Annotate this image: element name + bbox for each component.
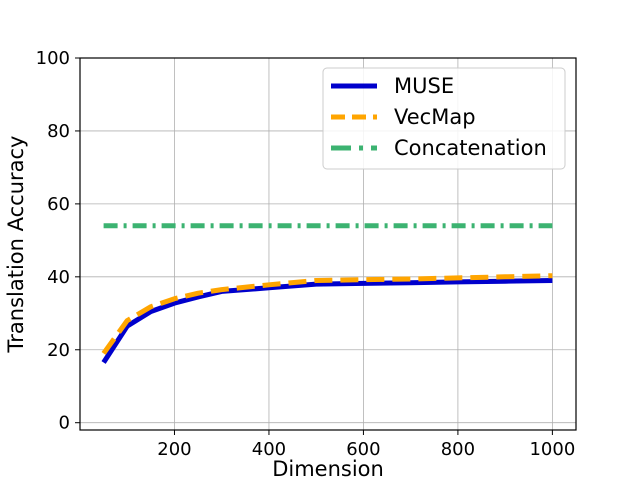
legend-label-concatenation: Concatenation [394, 136, 547, 160]
legend-box [322, 67, 566, 170]
x-tick-label: 600 [346, 439, 380, 460]
plot-frame [79, 57, 577, 431]
y-tick-label: 80 [47, 121, 70, 142]
y-tick-label: 0 [59, 413, 70, 434]
x-axis-label: Dimension [272, 457, 384, 480]
legend: MUSE VecMap Concatenation [322, 67, 566, 170]
y-tick-label: 60 [47, 194, 70, 215]
series-line-vecmap [101, 273, 553, 355]
y-axis-label: Translation Accuracy [4, 136, 28, 354]
series-line-muse [101, 278, 553, 364]
series-lines [101, 223, 553, 364]
legend-label-muse: MUSE [394, 74, 454, 98]
y-tick-label: 100 [36, 48, 70, 69]
x-tick-label: 800 [441, 439, 475, 460]
legend-label-vecmap: VecMap [394, 105, 476, 129]
y-tick-label: 40 [47, 267, 70, 288]
y-tick-label: 20 [47, 340, 70, 361]
x-tick-label: 1000 [529, 439, 575, 460]
x-tick-label: 200 [157, 439, 191, 460]
x-tick-label: 400 [252, 439, 286, 460]
axis-ticks: 200 400 600 800 1000 0 20 40 60 80 100 [36, 48, 576, 460]
